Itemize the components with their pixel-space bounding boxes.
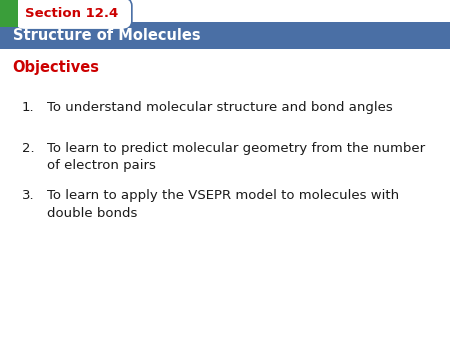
FancyBboxPatch shape (14, 0, 132, 30)
Text: To learn to apply the VSEPR model to molecules with
double bonds: To learn to apply the VSEPR model to mol… (47, 189, 400, 220)
Text: Objectives: Objectives (13, 60, 99, 75)
Text: To understand molecular structure and bond angles: To understand molecular structure and bo… (47, 101, 393, 114)
FancyBboxPatch shape (19, 21, 127, 27)
Text: 1.: 1. (22, 101, 34, 114)
FancyBboxPatch shape (0, 22, 450, 49)
FancyBboxPatch shape (0, 0, 18, 27)
Text: To learn to predict molecular geometry from the number
of electron pairs: To learn to predict molecular geometry f… (47, 142, 425, 172)
Text: 3.: 3. (22, 189, 34, 202)
Text: Structure of Molecules: Structure of Molecules (13, 28, 200, 43)
Text: Section 12.4: Section 12.4 (25, 7, 118, 20)
Text: 2.: 2. (22, 142, 34, 155)
